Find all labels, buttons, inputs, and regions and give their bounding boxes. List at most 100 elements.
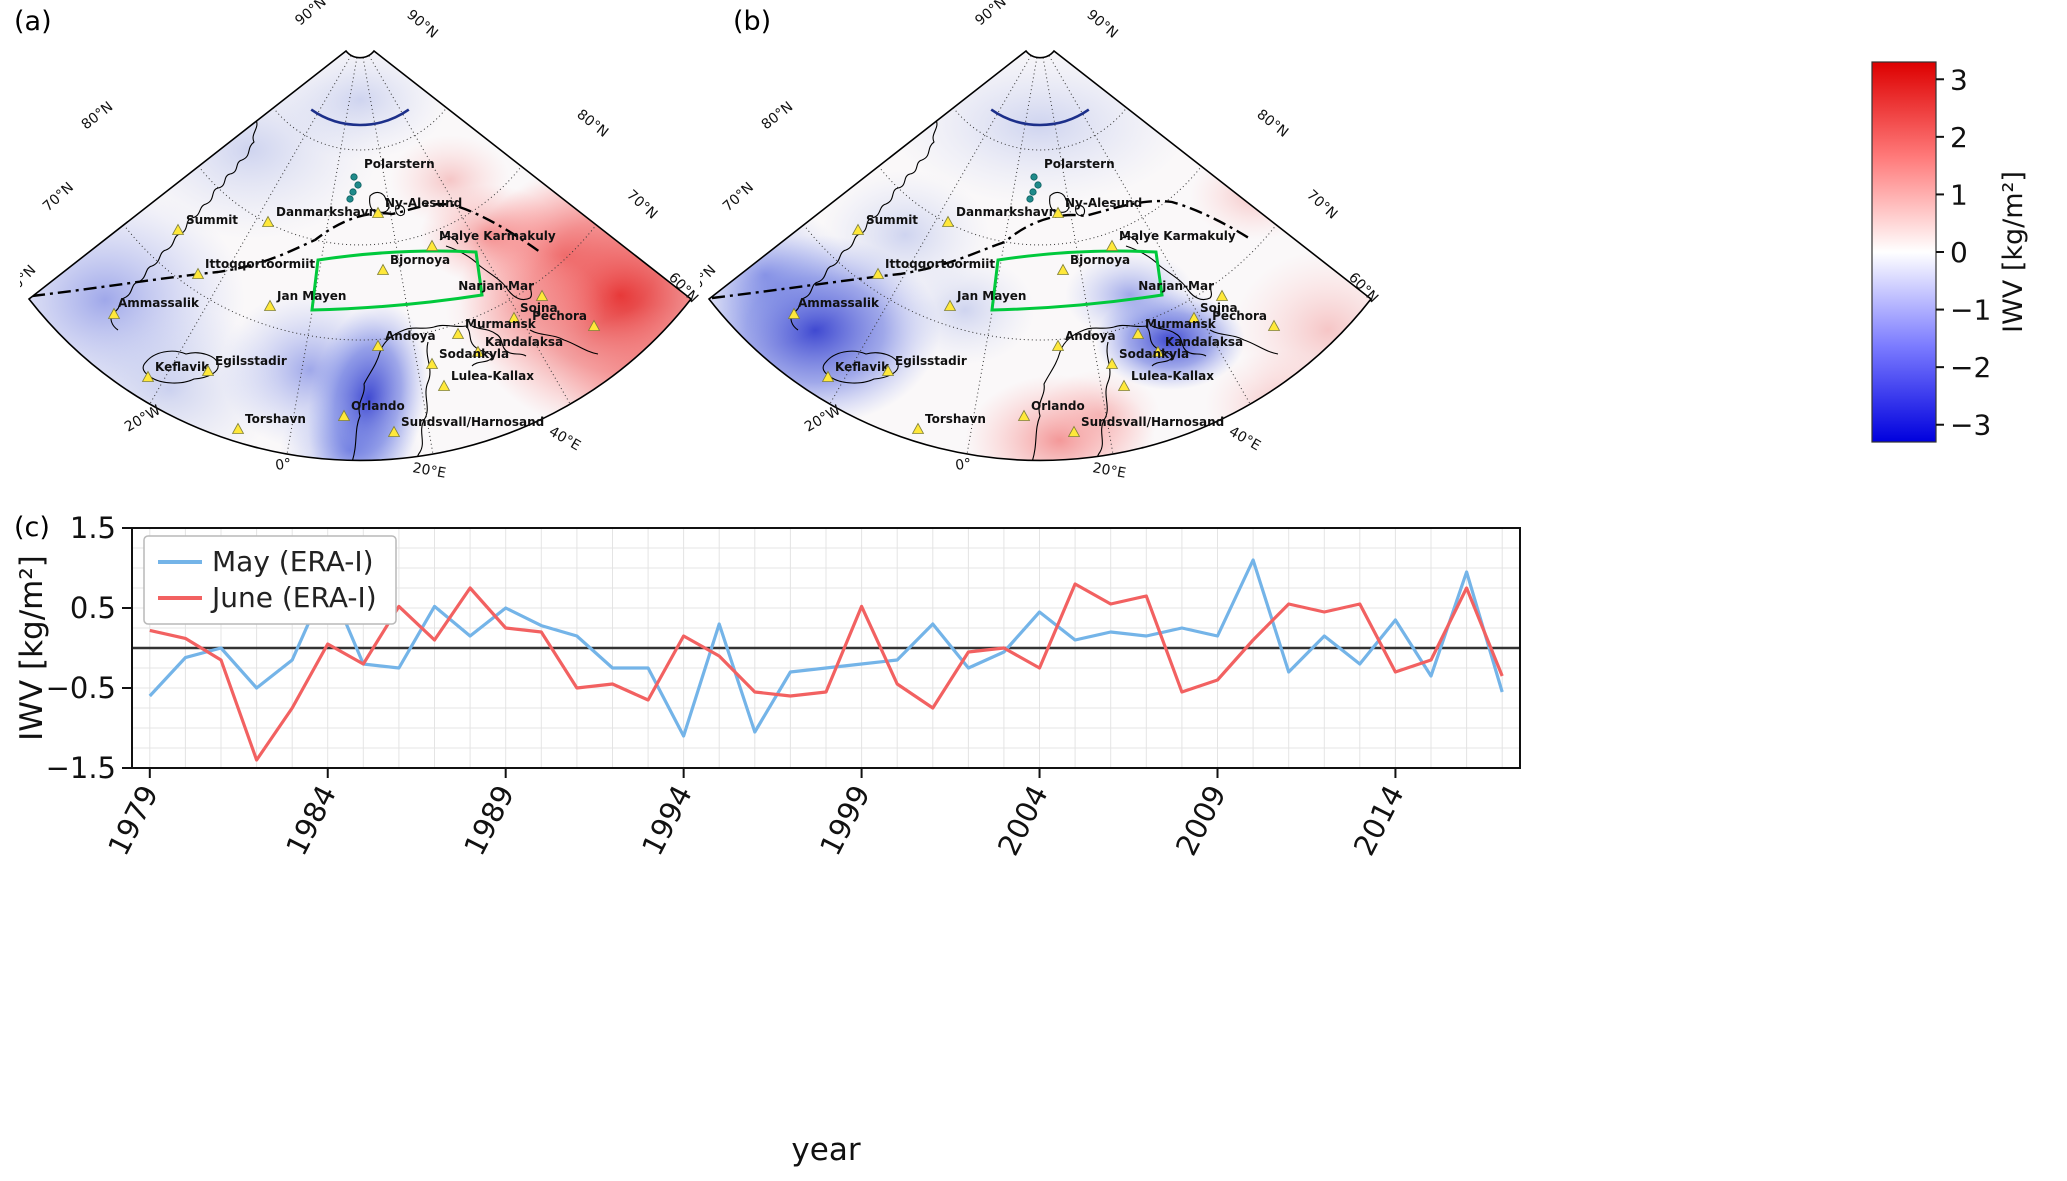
colorbar: IWV [kg/m²] 3 2 1 0 −1 −2 −3 xyxy=(1871,61,2029,443)
x-tick-label: 1989 xyxy=(457,780,521,861)
legend xyxy=(143,535,397,625)
x-tick-label: 1994 xyxy=(635,780,699,861)
y-tick-label: −1.5 xyxy=(46,751,116,785)
station-marker-pechora xyxy=(587,319,601,331)
station-marker-jan-mayen xyxy=(263,299,277,311)
station-marker-sodankyla xyxy=(425,357,439,369)
station-marker-kandalaksa xyxy=(1151,345,1165,357)
polarstern-track-dot xyxy=(350,173,358,181)
legend-label: May (ERA-I) xyxy=(212,545,374,578)
ship-label: Polarstern xyxy=(364,157,435,171)
station-marker-sodankyla xyxy=(1105,357,1119,369)
colorbar-tick-label: 3 xyxy=(1950,63,1968,96)
polarstern-track-dot xyxy=(1026,195,1034,203)
station-label: Summit xyxy=(866,213,918,227)
station-label: Lulea-Kallax xyxy=(1131,369,1214,383)
x-tick-label: 2014 xyxy=(1347,780,1411,861)
ship-label: Polarstern xyxy=(1044,157,1115,171)
station-marker-ny-alesund xyxy=(1051,206,1065,218)
y-tick-label: 0.5 xyxy=(70,591,116,625)
map-panel-a: 90°N 90°N80°N 80°N70°N 70°N60°N 60°N20°W0° 20… xyxy=(20,0,700,482)
station-label: Orlando xyxy=(1031,399,1085,413)
station-marker-danmarkshavn xyxy=(941,215,955,227)
polarstern-track-dot xyxy=(1034,181,1042,189)
station-marker-bjornoya xyxy=(1056,263,1070,275)
station-label: Lulea-Kallax xyxy=(451,369,534,383)
graticule-label: 20°W xyxy=(122,402,164,435)
station-marker-murmansk xyxy=(1131,327,1145,339)
station-label: Narjan-Mar xyxy=(1138,279,1214,293)
graticule-label: 20°W xyxy=(802,402,844,435)
study-region-box xyxy=(990,249,1164,312)
station-label: Sodankyla xyxy=(1119,347,1189,361)
series-line-june xyxy=(149,582,1504,762)
y-tick-label: −0.5 xyxy=(46,671,116,705)
station-marker-malye-karmakuly xyxy=(425,239,439,251)
map-panel-b: 90°N 90°N80°N 80°N70°N 70°N60°N 60°N20°W0° 20… xyxy=(700,0,1380,482)
station-label: Orlando xyxy=(351,399,405,413)
panel-b-label: (b) xyxy=(733,6,772,37)
x-tick-label: 1999 xyxy=(813,780,877,861)
graticule-label: 80°N xyxy=(79,99,117,133)
graticule-label: 40°E xyxy=(1226,424,1263,455)
station-label: Summit xyxy=(186,213,238,227)
timeseries-chart: 1979 1984 1989 1994 1999 2004 2009 2014 1.5 0.5 −0… xyxy=(14,511,1521,1168)
station-marker-keflavik xyxy=(821,370,835,382)
colorbar-tick-label: 0 xyxy=(1950,236,1968,269)
station-label: Andoya xyxy=(1065,329,1116,343)
station-marker-summit xyxy=(851,223,865,235)
station-label: Sojna xyxy=(520,301,558,315)
station-label: Torshavn xyxy=(245,412,306,426)
station-marker-malye-karmakuly xyxy=(1105,239,1119,251)
polarstern-track-dot xyxy=(1029,188,1037,196)
colorbar-tick-label: −3 xyxy=(1950,409,1991,442)
station-marker-bjornoya xyxy=(376,263,390,275)
station-label: Sodankyla xyxy=(439,347,509,361)
station-marker-summit xyxy=(171,223,185,235)
graticule-label: 70°N xyxy=(623,187,660,223)
station-label: Egilsstadir xyxy=(895,354,967,368)
station-marker-ammassalik xyxy=(787,307,801,319)
polarstern-track-dot xyxy=(354,181,362,189)
graticule-label: 90°N xyxy=(292,0,329,29)
station-label: Ittoqqortoormiit xyxy=(205,257,315,271)
x-tick-label: 1984 xyxy=(279,780,343,861)
map-b-field xyxy=(709,51,1371,461)
plot-frame xyxy=(131,527,1521,769)
station-label: Ammassalik xyxy=(798,296,880,310)
station-marker-narjan-mar xyxy=(535,289,549,301)
colorbar-tick-label: 1 xyxy=(1950,178,1968,211)
station-marker-sojna xyxy=(507,311,521,323)
station-label: Sundsvall/Harnosand xyxy=(401,415,544,429)
sea-ice-edge-line xyxy=(711,199,1253,300)
map-a-field xyxy=(29,51,691,461)
station-label: Keflavik xyxy=(835,360,890,374)
station-marker-ny-alesund xyxy=(371,206,385,218)
station-label: Pechora xyxy=(1212,309,1267,323)
graticule-label: 90°N xyxy=(972,0,1009,29)
station-label: Sojna xyxy=(1200,301,1238,315)
station-marker-ammassalik xyxy=(107,307,121,319)
graticule-label: 20°E xyxy=(411,460,447,482)
station-marker-egilsstadir xyxy=(201,364,215,376)
station-marker-orlando xyxy=(337,409,351,421)
station-marker-orlando xyxy=(1017,409,1031,421)
station-label: Ammassalik xyxy=(118,296,200,310)
station-label: Ittoqqortoormiit xyxy=(885,257,995,271)
station-label: Danmarkshavn xyxy=(956,205,1057,219)
station-marker-lulea-kallax xyxy=(437,379,451,391)
station-marker-andoya xyxy=(371,339,385,351)
graticule-label: 0° xyxy=(954,456,972,474)
station-marker-lulea-kallax xyxy=(1117,379,1131,391)
colorbar-gradient xyxy=(1872,62,1936,442)
colorbar-tick-label: −1 xyxy=(1950,294,1991,327)
station-label: Ny-Alesund xyxy=(385,196,462,210)
station-marker-sojna xyxy=(1187,311,1201,323)
station-marker-sundsvall-harnosand xyxy=(1067,425,1081,437)
station-label: Jan Mayen xyxy=(276,289,346,303)
station-marker-keflavik xyxy=(141,370,155,382)
polarstern-track-dot xyxy=(1030,173,1038,181)
station-marker-andoya xyxy=(1051,339,1065,351)
x-tick-label: 2004 xyxy=(991,780,1055,861)
